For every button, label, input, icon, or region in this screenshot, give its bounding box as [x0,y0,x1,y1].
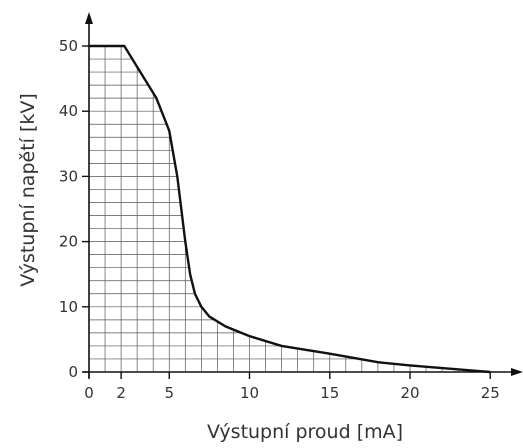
series-line [89,44,491,374]
y-axis-arrow [85,12,93,24]
y-tick-label: 50 [59,37,78,55]
y-tick-label: 0 [68,363,78,381]
y-tick-label: 30 [59,167,78,185]
x-axis-title: Výstupní proud [mA] [207,421,403,443]
y-tick-label: 20 [59,233,78,251]
x-tick-label: 5 [164,384,174,402]
x-tick-label: 15 [320,384,339,402]
x-axis-arrow [511,368,523,376]
y-axis-title: Výstupní napětí [kV] [17,93,39,287]
grid [89,46,491,372]
y-tick-label: 40 [59,102,78,120]
y-tick-label: 10 [59,298,78,316]
x-tick-label: 10 [240,384,259,402]
x-tick-label: 2 [116,384,126,402]
y-axis: 0 10 20 30 40 50 [59,12,93,381]
x-tick-label: 25 [481,384,500,402]
x-tick-label: 20 [400,384,419,402]
x-tick-label: 0 [84,384,94,402]
x-axis: 0 2 5 10 15 20 25 [83,368,523,402]
